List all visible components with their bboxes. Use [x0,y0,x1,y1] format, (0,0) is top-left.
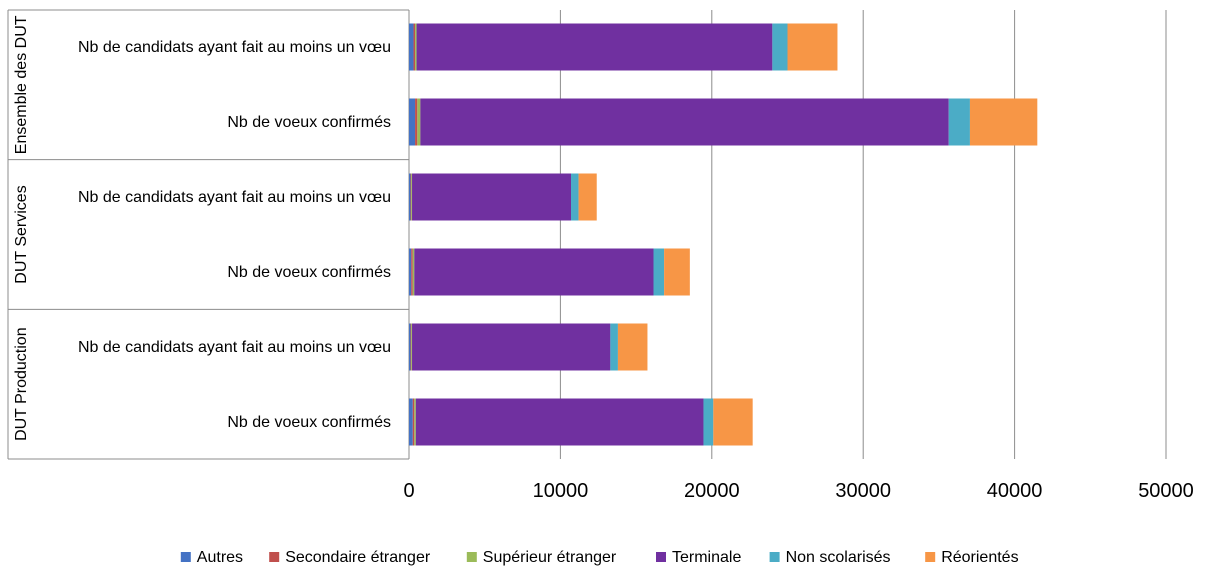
bar-segment [413,23,416,71]
bar-segment [414,398,416,446]
x-tick-label: 30000 [835,480,891,502]
bar-segment [772,23,788,71]
bar-segment [578,173,597,221]
category-label: Nb de voeux confirmés [227,114,391,131]
category-label: Nb de candidats ayant fait au moins un v… [78,339,391,356]
bar-segment [409,323,411,371]
bar-segment [416,23,773,71]
bar-segment [412,323,611,371]
bar-segment [415,398,704,446]
x-tick-label: 10000 [533,480,589,502]
group-label: DUT Services [13,185,30,283]
legend-swatch [269,552,280,562]
bar-segment [664,248,690,296]
legend-label: Secondaire étranger [285,549,431,566]
bar-segment [787,23,838,71]
legend-swatch [769,552,780,562]
x-tick-label: 0 [403,480,414,502]
category-label: Nb de voeux confirmés [227,414,391,431]
bar-segment [410,323,412,371]
legend-swatch [656,552,666,562]
bar-segment [948,98,970,146]
group-label: DUT Production [13,327,30,441]
legend-label: Autres [197,549,243,566]
bar-segment [713,398,753,446]
bar-segment [409,23,414,71]
bar-segment [411,323,413,371]
bar-segment [409,398,413,446]
bar-segment [409,248,412,296]
bar-segment [409,173,411,221]
category-label: Nb de candidats ayant fait au moins un v… [78,189,391,206]
bar-segment [617,323,648,371]
legend-label: Supérieur étranger [483,549,617,566]
bar-segment [410,173,412,221]
x-tick-label: 40000 [987,480,1043,502]
bar-segment [412,248,415,296]
group-label: Ensemble des DUT [13,15,30,154]
bar-segment [610,323,618,371]
bar-segment [703,398,714,446]
category-label: Nb de voeux confirmés [227,264,391,281]
bar-segment [411,248,413,296]
bar-segment [411,173,413,221]
category-label: Nb de candidats ayant fait au moins un v… [78,39,391,56]
bar-segment [417,98,421,146]
bar-segment [415,23,417,71]
x-tick-label: 50000 [1138,480,1194,502]
legend-label: Non scolarisés [786,549,891,566]
bar-segment [969,98,1038,146]
legend-swatch [466,552,477,562]
legend-swatch [180,552,191,562]
bar-segment [414,248,654,296]
bar-segment [653,248,665,296]
bar-segment [420,98,949,146]
x-tick-label: 20000 [684,480,740,502]
bar-segment [409,98,416,146]
bar-segment [415,98,418,146]
legend-label: Terminale [672,549,741,566]
legend-label: Réorientés [941,549,1018,566]
bar-segment [412,398,415,446]
bar-segment [412,173,571,221]
bar-segment [570,173,579,221]
legend-swatch [925,552,936,562]
